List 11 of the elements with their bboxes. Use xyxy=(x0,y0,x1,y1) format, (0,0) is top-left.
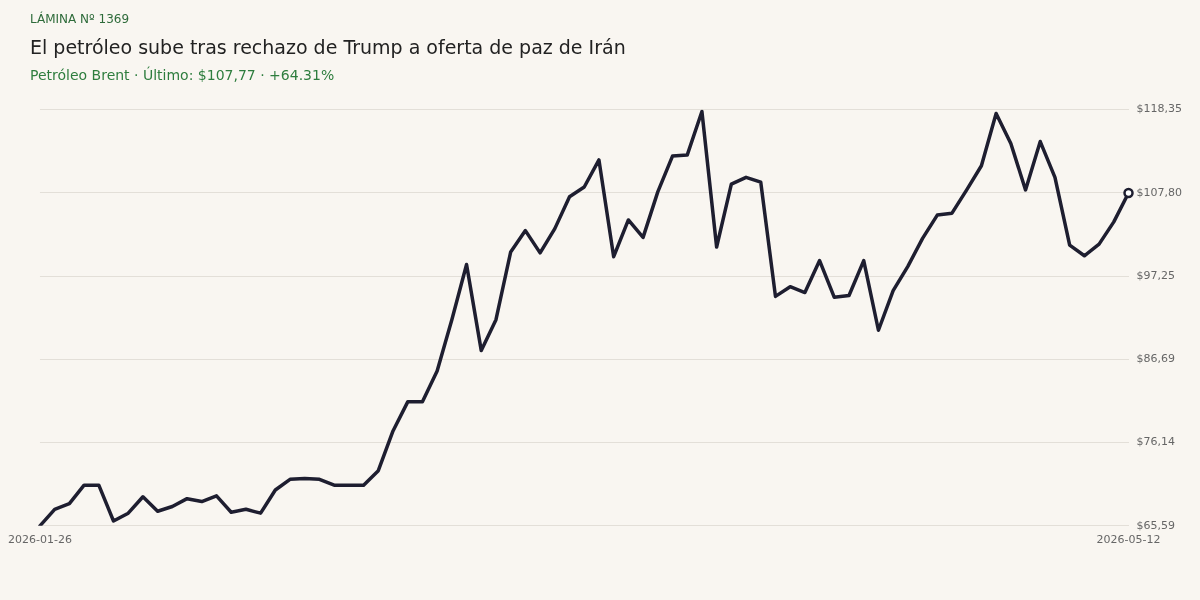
x-tick-label: 2026-05-12 xyxy=(1096,533,1161,547)
y-tick-label: $97,25 xyxy=(1136,268,1176,282)
y-tick-label: $107,80 xyxy=(1136,185,1183,199)
chart-subtitle: Petróleo Brent · Último: $107,77 · +64.31% xyxy=(30,67,335,83)
y-tick-label: $86,69 xyxy=(1136,352,1176,366)
y-tick-label: $118,35 xyxy=(1136,102,1183,116)
chart-title: El petróleo sube tras rechazo de Trump a oferta de paz de Irán xyxy=(30,36,626,58)
y-tick-label: $76,14 xyxy=(1136,435,1176,449)
text: LÁMINA Nº 1369 xyxy=(30,12,130,26)
y-tick-label: $65,59 xyxy=(1136,518,1176,532)
x-tick-label: 2026-01-26 xyxy=(7,533,72,547)
